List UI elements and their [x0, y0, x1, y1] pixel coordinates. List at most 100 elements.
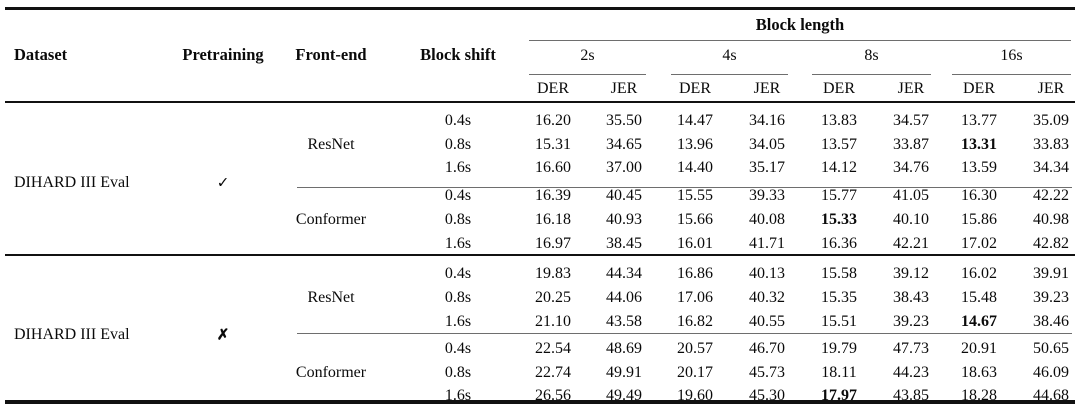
pretraining-mark: ✗: [216, 327, 230, 344]
value-cell: 34.76: [893, 159, 929, 176]
value-cell: 43.58: [606, 313, 642, 330]
block-length-8s-header: 8s: [864, 47, 879, 64]
value-cell: 16.01: [677, 235, 713, 252]
block-shift-cell: 0.8s: [444, 136, 472, 153]
metric-header-4s-jer: JER: [753, 80, 781, 97]
metric-header-2s-jer: JER: [610, 80, 638, 97]
value-cell: 46.09: [1033, 364, 1069, 381]
block-length-2s-header: 2s: [580, 47, 595, 64]
value-cell: 39.91: [1033, 265, 1069, 282]
col-header-pretraining: Pretraining: [182, 45, 264, 64]
value-cell: 26.56: [535, 387, 571, 404]
value-cell: 38.46: [1033, 313, 1069, 330]
metric-header-8s-jer: JER: [897, 80, 925, 97]
value-cell: 46.70: [749, 340, 785, 357]
value-cell: 16.60: [535, 159, 571, 176]
block-shift-cell: 0.8s: [444, 211, 472, 228]
front-end-label: ResNet: [307, 135, 355, 153]
cmidrule-2s: [529, 74, 646, 75]
value-cell: 42.21: [893, 235, 929, 252]
block-shift-cell: 0.4s: [444, 265, 472, 282]
value-cell: 39.23: [1033, 289, 1069, 306]
value-cell: 22.74: [535, 364, 571, 381]
value-cell: 13.31: [961, 136, 997, 153]
value-cell: 16.20: [535, 112, 571, 129]
value-cell: 49.49: [606, 387, 642, 404]
value-cell: 42.82: [1033, 235, 1069, 252]
block-shift-cell: 1.6s: [444, 387, 472, 404]
value-cell: 15.77: [821, 187, 857, 204]
value-cell: 16.82: [677, 313, 713, 330]
value-cell: 19.83: [535, 265, 571, 282]
value-cell: 35.09: [1033, 112, 1069, 129]
value-cell: 21.10: [535, 313, 571, 330]
col-header-block-shift: Block shift: [420, 45, 496, 64]
value-cell: 39.12: [893, 265, 929, 282]
value-cell: 20.91: [961, 340, 997, 357]
value-cell: 49.91: [606, 364, 642, 381]
value-cell: 40.93: [606, 211, 642, 228]
midrule-group1: [297, 187, 1072, 188]
value-cell: 16.02: [961, 265, 997, 282]
value-cell: 34.57: [893, 112, 929, 129]
value-cell: 17.06: [677, 289, 713, 306]
value-cell: 50.65: [1033, 340, 1069, 357]
metric-header-4s-der: DER: [679, 80, 711, 97]
value-cell: 44.34: [606, 265, 642, 282]
value-cell: 40.10: [893, 211, 929, 228]
value-cell: 13.77: [961, 112, 997, 129]
value-cell: 20.17: [677, 364, 713, 381]
value-cell: 15.58: [821, 265, 857, 282]
dataset-label: DIHARD III Eval: [14, 173, 130, 191]
value-cell: 16.86: [677, 265, 713, 282]
front-end-label: Conformer: [295, 363, 367, 381]
top-rule: [5, 7, 1075, 10]
value-cell: 39.23: [893, 313, 929, 330]
header-rule: [5, 101, 1075, 103]
value-cell: 16.18: [535, 211, 571, 228]
value-cell: 13.83: [821, 112, 857, 129]
block-shift-cell: 0.8s: [444, 289, 472, 306]
value-cell: 18.28: [961, 387, 997, 404]
midrule-group2: [297, 333, 1072, 334]
value-cell: 45.30: [749, 387, 785, 404]
value-cell: 38.45: [606, 235, 642, 252]
value-cell: 40.55: [749, 313, 785, 330]
cmidrule-16s: [952, 74, 1071, 75]
value-cell: 41.05: [893, 187, 929, 204]
value-cell: 13.96: [677, 136, 713, 153]
value-cell: 16.30: [961, 187, 997, 204]
value-cell: 34.05: [749, 136, 785, 153]
col-header-dataset-label: Dataset: [14, 45, 68, 64]
value-cell: 15.35: [821, 289, 857, 306]
metric-header-16s-jer: JER: [1037, 80, 1065, 97]
front-end-label: Conformer: [295, 211, 367, 228]
value-cell: 15.66: [677, 211, 713, 228]
value-cell: 14.40: [677, 159, 713, 176]
value-cell: 16.36: [821, 235, 857, 252]
value-cell: 17.97: [821, 387, 857, 404]
value-cell: 33.83: [1033, 136, 1069, 153]
value-cell: 40.08: [749, 211, 785, 228]
block-length-underline: [529, 40, 1071, 41]
value-cell: 14.12: [821, 159, 857, 176]
metric-header-16s-der: DER: [963, 80, 995, 97]
value-cell: 22.54: [535, 340, 571, 357]
value-cell: 13.59: [961, 159, 997, 176]
value-cell: 15.86: [961, 211, 997, 228]
value-cell: 13.57: [821, 136, 857, 153]
value-cell: 20.57: [677, 340, 713, 357]
block-shift-cell: 0.4s: [444, 340, 472, 357]
value-cell: 42.22: [1033, 187, 1069, 204]
value-cell: 40.13: [749, 265, 785, 282]
value-cell: 44.23: [893, 364, 929, 381]
value-cell: 16.39: [535, 187, 571, 204]
block-length-16s-header: 16s: [1000, 47, 1023, 64]
col-header-front-end: Front-end: [295, 45, 367, 64]
block-shift-cell: 1.6s: [444, 235, 472, 252]
value-cell: 40.45: [606, 187, 642, 204]
metric-header-8s-der: DER: [823, 80, 855, 97]
value-cell: 18.63: [961, 364, 997, 381]
value-cell: 34.34: [1033, 159, 1069, 176]
